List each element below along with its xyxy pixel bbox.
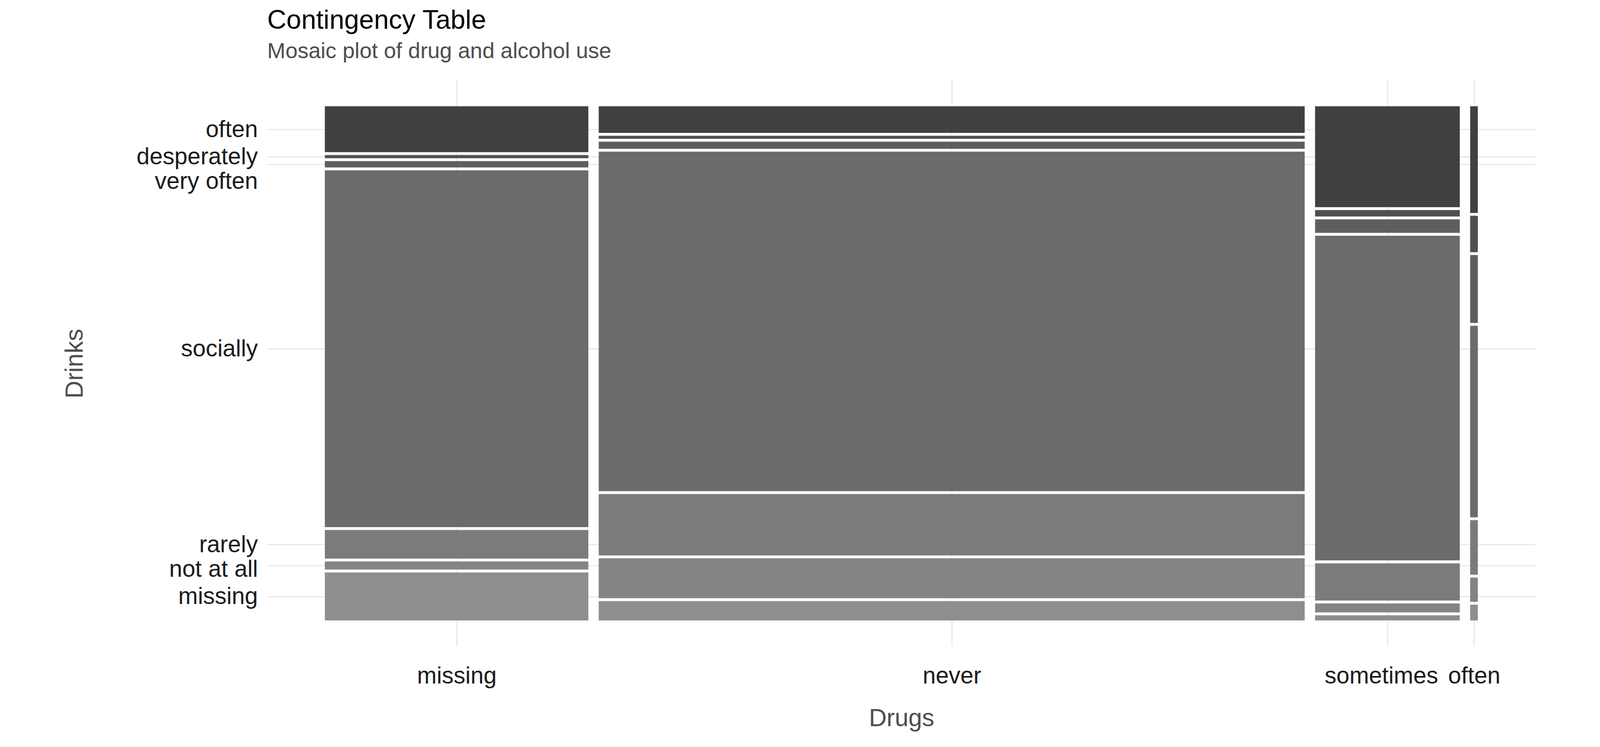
svg-text:not at all: not at all [169, 555, 258, 582]
svg-text:sometimes: sometimes [1324, 661, 1439, 688]
svg-text:often: often [1448, 661, 1501, 688]
svg-text:missing: missing [178, 582, 258, 609]
svg-text:socially: socially [180, 334, 258, 362]
svg-text:very often: very often [154, 167, 258, 194]
html-text:Contingency Table: Contingency Table [267, 4, 487, 35]
svg-text:Drinks: Drinks [60, 328, 88, 398]
svg-text:desperately: desperately [136, 142, 258, 170]
svg-text:Drugs: Drugs [868, 703, 935, 732]
svg-text:never: never [922, 661, 982, 688]
svg-text:missing: missing [417, 661, 497, 688]
svg-text:rarely: rarely [198, 530, 258, 557]
html-text:Mosaic plot of drug and alcoho: Mosaic plot of drug and alcohol use [267, 38, 612, 63]
svg-text:often: often [205, 115, 259, 142]
